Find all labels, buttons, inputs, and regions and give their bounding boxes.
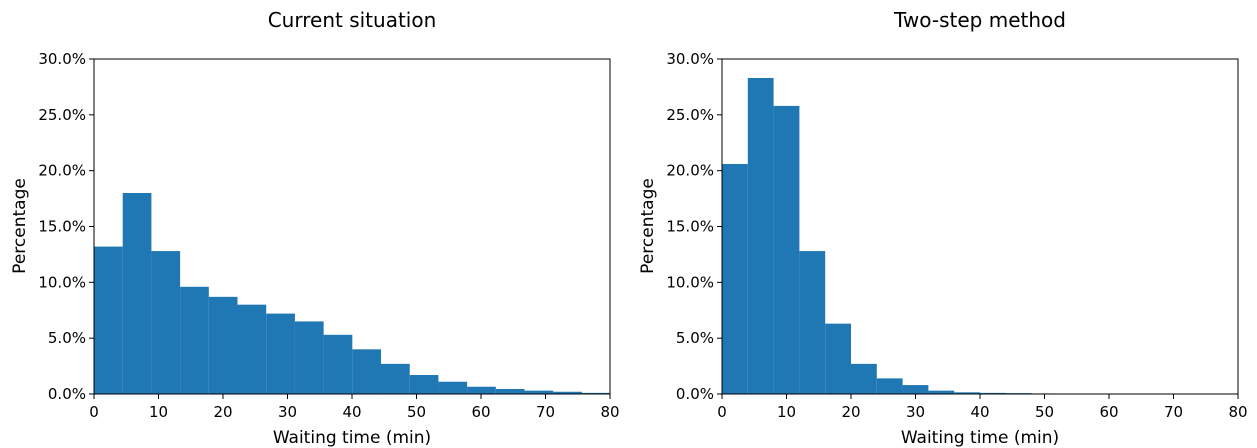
histogram-bar (180, 286, 209, 394)
y-tick-label: 15.0% (38, 218, 86, 236)
x-tick-label: 10 (777, 403, 796, 421)
histogram-bar (980, 392, 1006, 394)
histogram-bar (438, 381, 468, 394)
histogram-bar (722, 163, 748, 394)
histogram-bar (954, 392, 980, 394)
histogram-bar (467, 386, 496, 394)
y-axis-ticks: 0.0% 5.0% 10.0% 15.0% 20.0% 25.0% 30.0% (38, 50, 94, 403)
y-tick-label: 30.0% (38, 50, 86, 68)
x-tick-label: 80 (1228, 403, 1247, 421)
histogram-bar (773, 105, 800, 395)
histogram-bar (151, 251, 181, 394)
histogram-bar (94, 246, 123, 394)
x-tick-label: 20 (841, 403, 860, 421)
x-tick-label: 40 (342, 403, 361, 421)
histogram-bar (122, 193, 152, 394)
y-axis-label: Percentage (10, 178, 30, 274)
histogram-bar (876, 378, 903, 394)
histogram-bar (928, 390, 955, 394)
y-tick-label: 10.0% (38, 273, 86, 291)
x-axis-label: Waiting time (min) (901, 428, 1059, 448)
x-tick-label: 60 (1099, 403, 1118, 421)
x-tick-label: 0 (89, 403, 99, 421)
y-tick-label: 25.0% (666, 106, 714, 124)
x-tick-label: 50 (1035, 403, 1054, 421)
histogram-bar (553, 391, 582, 394)
chart-title: Current situation (268, 8, 437, 32)
y-tick-label: 30.0% (666, 50, 714, 68)
histogram-bar (237, 304, 267, 394)
x-tick-label: 70 (1164, 403, 1183, 421)
x-tick-label: 30 (906, 403, 925, 421)
x-axis-ticks: 0 10 20 30 40 50 60 70 80 (717, 394, 1248, 421)
x-tick-label: 80 (600, 403, 619, 421)
histogram-bar (323, 334, 353, 394)
y-tick-label: 5.0% (48, 329, 86, 347)
x-tick-label: 20 (213, 403, 232, 421)
histogram-bar (825, 323, 851, 394)
histogram-bar (352, 349, 382, 394)
y-axis-ticks: 0.0% 5.0% 10.0% 15.0% 20.0% 25.0% 30.0% (666, 50, 722, 403)
x-tick-label: 70 (536, 403, 555, 421)
histogram-bar (747, 77, 774, 394)
y-tick-label: 25.0% (38, 106, 86, 124)
histogram-bar (851, 363, 877, 394)
y-tick-label: 20.0% (38, 162, 86, 180)
histogram-bar (381, 363, 410, 394)
histogram-bar (524, 390, 554, 394)
y-tick-label: 15.0% (666, 218, 714, 236)
chart-panel-current-situation: Current situation 0.0% 5.0% 10.0% 15.0% 20.0… (10, 8, 620, 448)
y-tick-label: 0.0% (676, 385, 714, 403)
histogram-bar (581, 392, 610, 394)
chart-panel-two-step-method: Two-step method 0.0% 5.0% 10.0% 15.0% 20.0% 2… (638, 8, 1248, 448)
histogram-bar (294, 321, 324, 394)
y-tick-label: 0.0% (48, 385, 86, 403)
histogram-bar (266, 313, 295, 394)
x-tick-label: 10 (149, 403, 168, 421)
y-tick-label: 10.0% (666, 273, 714, 291)
x-tick-label: 40 (970, 403, 989, 421)
bars-group (94, 193, 610, 394)
bars-group (722, 77, 1238, 395)
histogram-bar (902, 385, 929, 394)
histogram-bar (495, 388, 525, 394)
x-tick-label: 30 (278, 403, 297, 421)
histogram-bar (409, 375, 439, 394)
x-axis-label: Waiting time (min) (273, 428, 431, 448)
chart-title: Two-step method (893, 8, 1066, 32)
y-tick-label: 5.0% (676, 329, 714, 347)
x-tick-label: 60 (471, 403, 490, 421)
histogram-bar (799, 251, 826, 394)
y-tick-label: 20.0% (666, 162, 714, 180)
histogram-bar (208, 296, 238, 394)
x-tick-label: 50 (407, 403, 426, 421)
y-axis-label: Percentage (638, 178, 658, 274)
x-tick-label: 0 (717, 403, 727, 421)
x-axis-ticks: 0 10 20 30 40 50 60 70 80 (89, 394, 620, 421)
